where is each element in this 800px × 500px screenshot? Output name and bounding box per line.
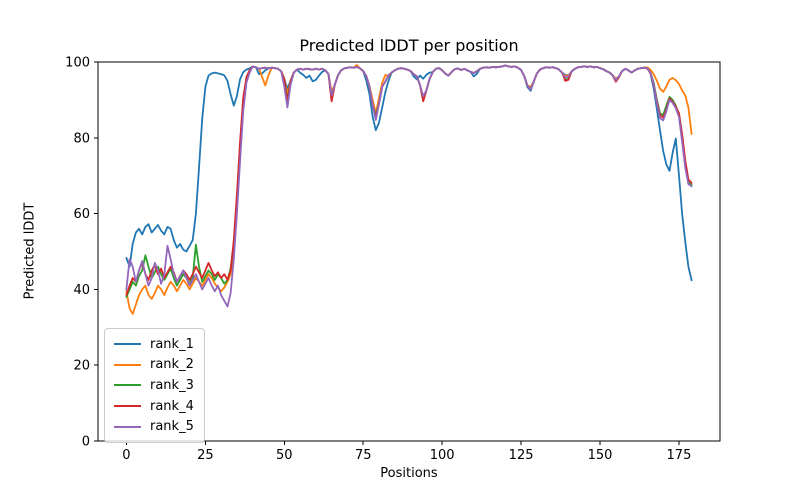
x-tick-label: 75 <box>355 448 372 463</box>
legend-line-swatch <box>114 343 141 346</box>
legend-label: rank_3 <box>150 377 194 393</box>
x-tick-label: 150 <box>588 448 613 463</box>
x-tick-label: 50 <box>276 448 293 463</box>
x-tick-label: 25 <box>197 448 214 463</box>
legend-line-swatch <box>114 363 141 366</box>
legend-item: rank_1 <box>114 334 194 355</box>
x-tick-label: 100 <box>430 448 455 463</box>
y-tick-label: 0 <box>82 435 90 450</box>
axes-spines <box>97 61 721 442</box>
y-tick-label: 40 <box>73 283 90 298</box>
legend-label: rank_1 <box>150 336 194 352</box>
legend-item: rank_5 <box>114 416 194 437</box>
x-axis-label: Positions <box>380 466 438 481</box>
y-tick-label: 100 <box>65 56 90 71</box>
x-tick-label: 0 <box>122 448 130 463</box>
x-axis: 0 25 50 75 100 125 150 175 <box>122 441 691 463</box>
x-tick-label: 125 <box>509 448 534 463</box>
y-axis-label: Predicted lDDT <box>22 202 38 300</box>
y-tick-label: 80 <box>73 131 90 146</box>
legend-line-swatch <box>114 425 141 428</box>
series-line-rank_5 <box>125 64 693 308</box>
series-line-rank_3 <box>125 64 693 298</box>
legend-line-swatch <box>114 384 141 387</box>
legend-item: rank_2 <box>114 355 194 376</box>
y-tick-label: 60 <box>73 207 90 222</box>
legend-item: rank_3 <box>114 375 194 396</box>
y-axis: 0 20 40 60 80 100 <box>65 56 98 450</box>
x-tick-label: 175 <box>667 448 692 463</box>
legend-label: rank_2 <box>150 357 194 373</box>
y-tick-label: 20 <box>73 359 90 374</box>
legend-item: rank_4 <box>114 396 194 417</box>
legend-label: rank_5 <box>150 419 194 435</box>
chart-title: Predicted lDDT per position <box>299 36 519 55</box>
legend-line-swatch <box>114 405 141 408</box>
legend-label: rank_4 <box>150 398 194 414</box>
legend: rank_1 rank_2 rank_3 rank_4 rank_5 <box>104 328 205 443</box>
series-lines <box>125 64 693 315</box>
series-line-rank_1 <box>125 64 693 282</box>
series-line-rank_4 <box>125 64 693 297</box>
series-line-rank_2 <box>125 64 693 315</box>
